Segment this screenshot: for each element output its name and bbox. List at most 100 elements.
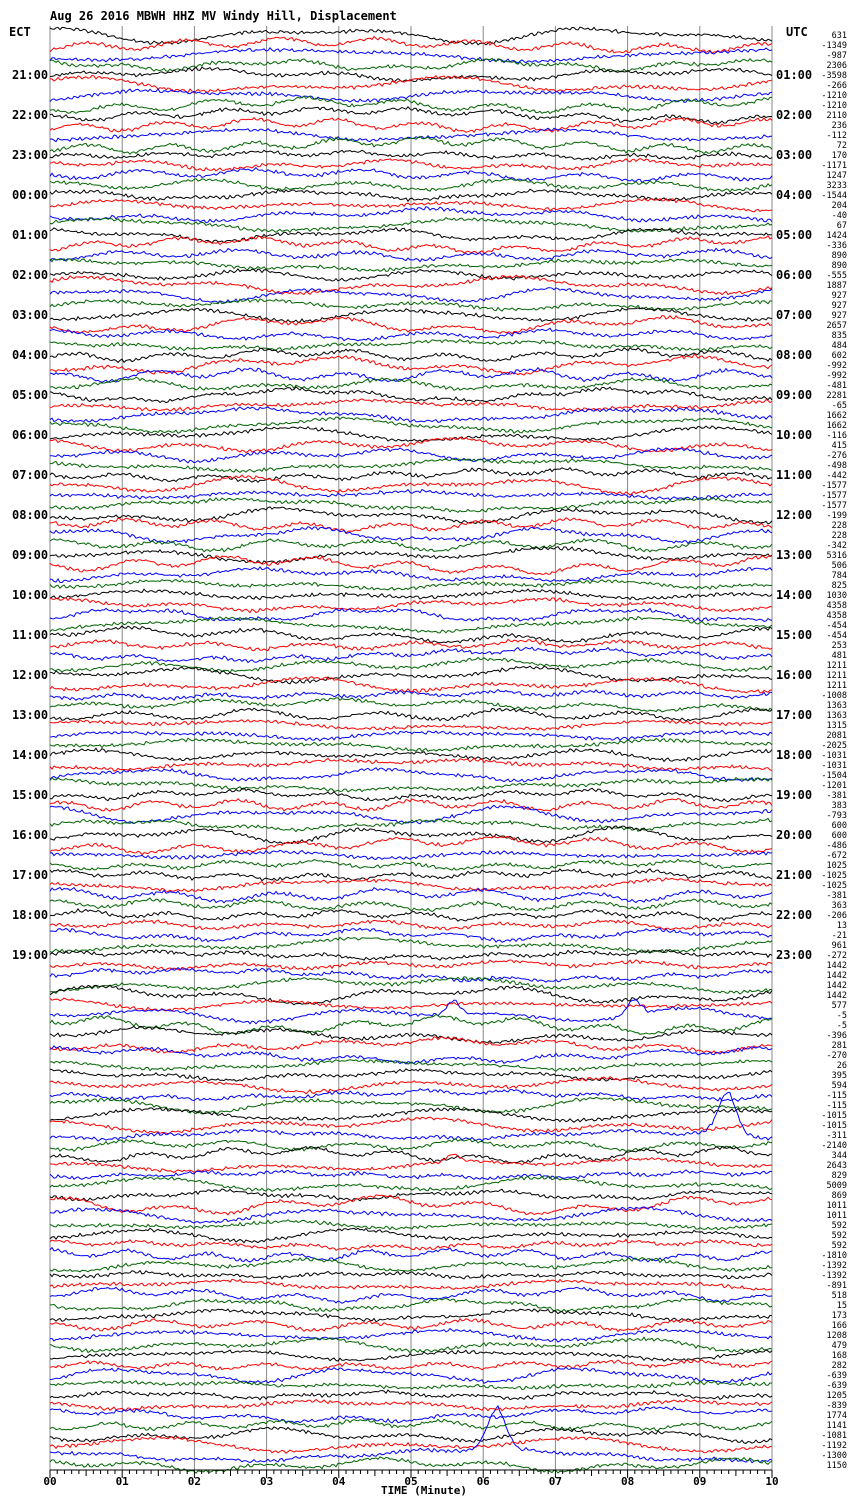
- chart-title: Aug 26 2016 MBWH HHZ MV Windy Hill, Disp…: [50, 9, 397, 23]
- trace-offset-75: -1201: [821, 781, 847, 791]
- trace-line-95: [49, 976, 772, 995]
- left-hour-label-9: 06:00: [12, 428, 48, 442]
- trace-line-28: [49, 307, 773, 323]
- trace-offset-72: -1031: [821, 751, 847, 761]
- right-hour-label-15: 16:00: [776, 668, 812, 682]
- trace-line-24: [49, 268, 773, 282]
- trace-line-113: [49, 1153, 773, 1173]
- trace-offset-62: 481: [832, 651, 847, 661]
- trace-offset-70: 2081: [827, 731, 847, 741]
- trace-line-80: [49, 825, 773, 845]
- trace-line-59: [49, 615, 773, 634]
- left-hour-label-1: 22:00: [12, 108, 48, 122]
- trace-offset-24: -555: [827, 271, 847, 281]
- trace-offset-3: 2306: [827, 61, 847, 71]
- trace-line-53: [49, 554, 773, 576]
- trace-line-138: [49, 1406, 773, 1424]
- trace-lines: [49, 26, 773, 1474]
- x-axis: 00 01 02 03 04 05 06 07 08 09 10: [43, 1469, 779, 1488]
- trace-line-32: [49, 346, 773, 364]
- trace-offset-114: 829: [832, 1171, 847, 1181]
- trace-offset-55: 825: [832, 581, 847, 591]
- trace-offset-127: 15: [837, 1301, 847, 1311]
- trace-offset-89: 13: [837, 921, 847, 931]
- trace-offset-81: -486: [827, 841, 847, 851]
- trace-line-129: [49, 1317, 773, 1333]
- trace-line-51: [49, 538, 773, 553]
- left-hour-label-3: 00:00: [12, 188, 48, 202]
- trace-line-137: [49, 1398, 773, 1412]
- trace-offset-45: -1577: [821, 481, 847, 491]
- trace-offset-119: 592: [832, 1221, 847, 1231]
- trace-offset-121: 592: [832, 1241, 847, 1251]
- trace-line-39: [49, 416, 773, 435]
- trace-offset-73: -1031: [821, 761, 847, 771]
- left-hour-label-20: 17:00: [12, 868, 48, 882]
- trace-line-15: [49, 178, 773, 193]
- trace-offset-80: 600: [832, 831, 847, 841]
- trace-line-73: [49, 757, 773, 772]
- trace-offset-58: 4358: [827, 611, 847, 621]
- trace-line-90: [49, 927, 773, 943]
- trace-offset-107: -115: [827, 1101, 847, 1111]
- right-hour-label-0: 01:00: [776, 68, 812, 82]
- left-hour-label-11: 08:00: [12, 508, 48, 522]
- trace-offset-8: 2110: [827, 111, 847, 121]
- trace-line-37: [49, 398, 773, 412]
- trace-line-110: [49, 1091, 773, 1142]
- trace-line-29: [49, 314, 773, 335]
- trace-line-135: [49, 1379, 773, 1391]
- trace-offset-105: 594: [832, 1081, 847, 1091]
- trace-offset-106: -115: [827, 1091, 847, 1101]
- trace-offset-25: 1887: [827, 281, 847, 291]
- trace-offset-74: -1504: [821, 771, 847, 781]
- trace-line-11: [49, 135, 773, 156]
- trace-line-72: [49, 747, 773, 763]
- trace-offset-111: -2140: [821, 1141, 847, 1151]
- trace-offset-labels: 631-1349-9872306-3598-266-1210-121021102…: [821, 31, 847, 1471]
- right-hour-label-14: 15:00: [776, 628, 812, 642]
- trace-offset-28: 927: [832, 311, 847, 321]
- trace-line-78: [49, 804, 773, 825]
- trace-line-124: [49, 1269, 773, 1280]
- trace-line-26: [49, 287, 773, 304]
- trace-offset-104: 395: [832, 1071, 847, 1081]
- trace-offset-30: 835: [832, 331, 847, 341]
- trace-offset-12: 170: [832, 151, 847, 161]
- trace-line-141: [49, 1435, 773, 1454]
- trace-offset-97: 577: [832, 1001, 847, 1011]
- right-hour-label-18: 19:00: [776, 788, 812, 802]
- left-hour-label-7: 04:00: [12, 348, 48, 362]
- trace-offset-63: 1211: [827, 661, 847, 671]
- trace-offset-14: 1247: [827, 171, 847, 181]
- trace-line-57: [49, 597, 773, 614]
- right-hour-label-9: 10:00: [776, 428, 812, 442]
- trace-line-69: [49, 718, 773, 732]
- trace-line-66: [49, 688, 773, 701]
- trace-offset-79: 600: [832, 821, 847, 831]
- right-hour-labels: 01:00 02:00 03:00 04:00 05:00 06:00 07:00 08:00…: [776, 68, 812, 962]
- trace-offset-29: 2657: [827, 321, 847, 331]
- right-hour-label-20: 21:00: [776, 868, 812, 882]
- trace-line-21: [49, 235, 773, 255]
- trace-offset-52: 5316: [827, 551, 847, 561]
- trace-offset-140: -1081: [821, 1431, 847, 1441]
- left-hour-label-17: 14:00: [12, 748, 48, 762]
- trace-line-41: [50, 436, 773, 454]
- trace-line-103: [49, 1059, 773, 1072]
- trace-line-46: [49, 488, 773, 501]
- trace-line-62: [49, 646, 773, 664]
- trace-line-132: [49, 1349, 773, 1362]
- trace-offset-133: 282: [832, 1361, 847, 1371]
- trace-line-63: [49, 656, 773, 674]
- left-hour-label-0: 21:00: [12, 68, 48, 82]
- trace-offset-102: -270: [827, 1051, 847, 1061]
- trace-line-130: [49, 1327, 773, 1343]
- x-tick-label-07: 07: [549, 1475, 562, 1488]
- trace-offset-9: 236: [832, 121, 847, 131]
- trace-line-74: [49, 767, 773, 783]
- trace-offset-47: -1577: [821, 501, 847, 511]
- trace-offset-131: 479: [832, 1341, 847, 1351]
- trace-line-56: [49, 588, 773, 601]
- trace-line-71: [49, 737, 773, 753]
